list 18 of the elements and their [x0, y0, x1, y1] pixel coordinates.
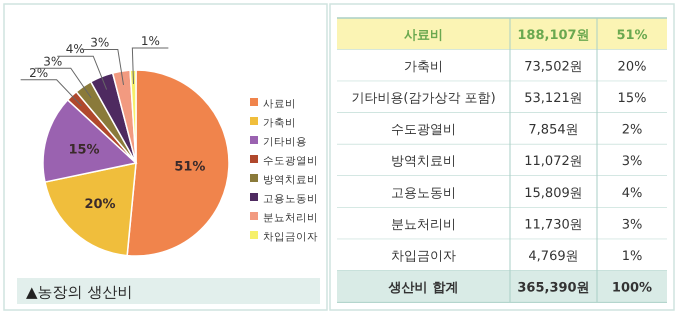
legend-label: 기타비용: [263, 136, 307, 148]
data-label: 3%: [43, 54, 62, 68]
legend-label: 차입금이자: [263, 231, 318, 243]
data-label: 4%: [66, 42, 85, 56]
table: 사료비 188,107원 51% 가축비 73,502원 20% 기타비용(감가상각 포함) 53,121원 15% 수도광열비 7,854원 2% 방역치료비 11,072원 3% 고용노동비 15,809원 4% 분뇨처리비 11,730원 3% 차입금이자 4,769원 1% 생산비 합계 365,390원 100%: [336, 17, 668, 303]
data-label: 20%: [84, 197, 116, 212]
legend-label: 분뇨처리비: [263, 212, 318, 224]
legend-label: 가축비: [263, 117, 296, 129]
legend-label: 방역치료비: [263, 174, 318, 186]
legend-label: 고용노동비: [263, 193, 318, 205]
legend-label: 수도광열비: [263, 155, 318, 167]
data-label: 3%: [90, 35, 110, 50]
legend-label: 사료비: [263, 98, 296, 110]
text: ▲농장의 생산비: [26, 283, 132, 301]
data-label: 1%: [140, 34, 160, 48]
data-label: 2%: [29, 66, 48, 80]
data-label: 15%: [68, 142, 100, 158]
data-label: 51%: [174, 160, 206, 175]
